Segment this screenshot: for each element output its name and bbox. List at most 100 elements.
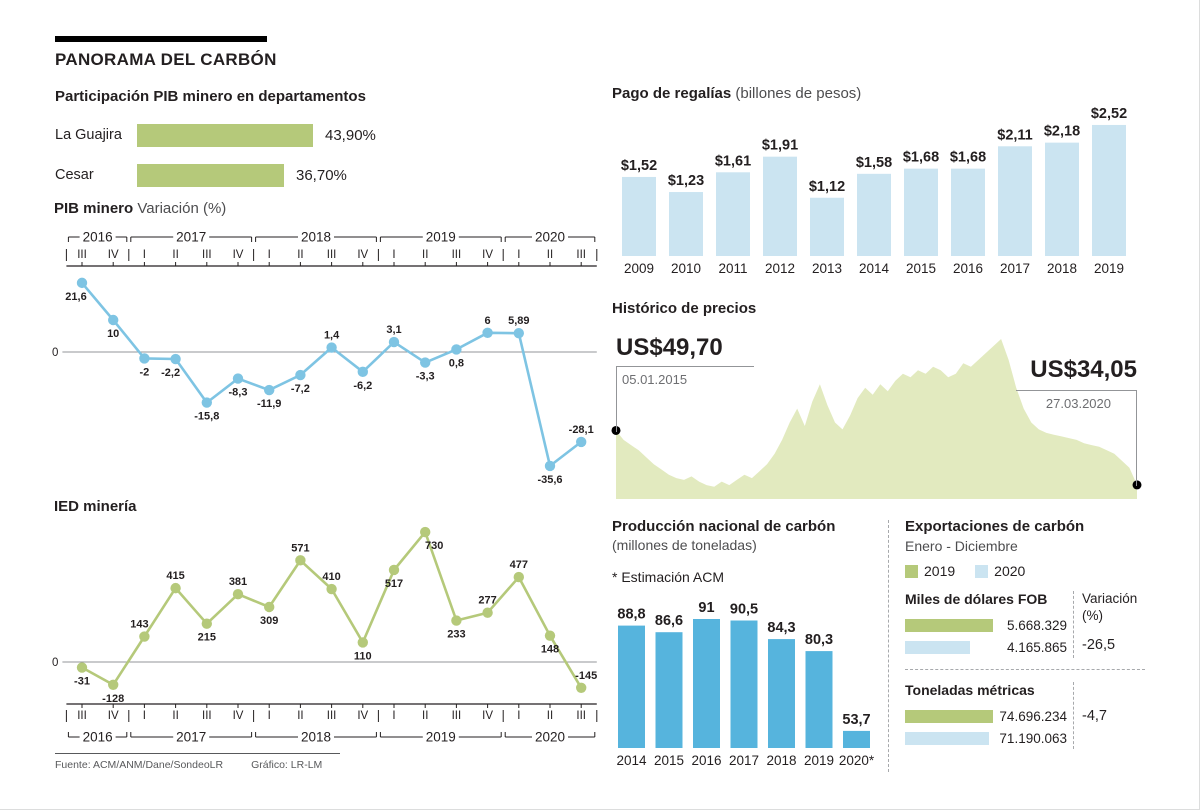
annotation-vline: [1136, 390, 1137, 486]
toneladas-row-2020: 71.190.063: [905, 727, 1067, 749]
svg-text:IV: IV: [108, 710, 119, 722]
produccion-note: * Estimación ACM: [612, 569, 725, 585]
svg-text:-2,2: -2,2: [161, 367, 180, 379]
svg-text:1,4: 1,4: [324, 330, 340, 342]
svg-text:53,7: 53,7: [842, 712, 870, 728]
svg-text:IV: IV: [482, 710, 493, 722]
precios-title: Histórico de precios: [612, 300, 757, 317]
svg-text:517: 517: [385, 578, 403, 590]
exportaciones-legend: 2019 2020: [905, 563, 1145, 579]
hbar-value-label: 36,70%: [296, 166, 347, 184]
fob-bar-2019: [905, 618, 993, 632]
svg-text:III: III: [77, 710, 87, 722]
source-credits: Fuente: ACM/ANM/Dane/SondeoLR Gráfico: L…: [55, 753, 340, 771]
annotation-hline: [616, 366, 754, 367]
svg-text:2016: 2016: [691, 753, 721, 768]
svg-text:415: 415: [166, 570, 184, 582]
svg-text:III: III: [202, 710, 212, 722]
svg-text:-15,8: -15,8: [194, 411, 219, 423]
svg-text:2020*: 2020*: [839, 753, 875, 768]
svg-text:0: 0: [52, 657, 58, 669]
produccion-bar-chart: 88,8 2014 86,6 2015 91 2016 90,5 2017 84,3 2018 80…: [616, 600, 875, 768]
svg-text:90,5: 90,5: [730, 602, 758, 618]
svg-text:III: III: [452, 710, 462, 722]
svg-text:II: II: [172, 710, 178, 722]
panel-pib-departamentos: Participación PIB minero en departamento…: [55, 88, 475, 195]
svg-text:III: III: [77, 249, 87, 261]
hbar-chart: La Guajira 43,90% Cesar 36,70%: [55, 115, 475, 195]
svg-text:-6,2: -6,2: [353, 380, 372, 392]
dashed-divider: [888, 520, 889, 772]
svg-text:II: II: [297, 710, 303, 722]
svg-text:88,8: 88,8: [617, 607, 645, 623]
fob-bar-2020: [905, 640, 970, 654]
hbar-row-cesar: Cesar 36,70%: [55, 155, 475, 195]
fob-row-2020: 4.165.865: [905, 636, 1067, 658]
toneladas-row-2019: 74.696.234: [905, 705, 1067, 727]
svg-text:2016: 2016: [83, 230, 113, 245]
hbar-category-label: La Guajira: [55, 127, 122, 143]
svg-text:2010: 2010: [671, 261, 701, 276]
svg-text:233: 233: [447, 629, 465, 641]
svg-text:$1,91: $1,91: [762, 138, 798, 154]
hbar-category-label: Cesar: [55, 167, 94, 183]
svg-text:I: I: [517, 710, 520, 722]
fob-variation-value: -26,5: [1082, 636, 1116, 653]
svg-text:$1,23: $1,23: [668, 173, 704, 189]
svg-text:2019: 2019: [426, 230, 456, 245]
annotation-hline: [1016, 390, 1137, 391]
svg-text:571: 571: [291, 542, 309, 554]
legend-label-2019: 2019: [924, 563, 956, 579]
page-title: PANORAMA DEL CARBÓN: [55, 50, 277, 69]
svg-text:-11,9: -11,9: [257, 398, 281, 410]
svg-text:I: I: [392, 249, 395, 261]
panel-produccion: Producción nacional de carbón (millones …: [612, 518, 884, 777]
hbar-la-guajira: [137, 123, 313, 147]
svg-text:2018: 2018: [766, 753, 796, 768]
source-grafico: Gráfico: LR-LM: [251, 759, 323, 771]
panel-regalias: Pago de regalías (billones de pesos) $1,…: [612, 85, 1140, 296]
price-end-value: US$34,05: [1030, 356, 1137, 383]
svg-text:III: III: [452, 249, 462, 261]
svg-text:80,3: 80,3: [805, 632, 833, 648]
hbar-cesar: [137, 163, 284, 187]
svg-text:2020: 2020: [535, 730, 565, 745]
svg-text:86,6: 86,6: [655, 613, 683, 629]
svg-text:-128: -128: [102, 693, 124, 705]
svg-text:IV: IV: [482, 249, 493, 261]
svg-text:2015: 2015: [654, 753, 684, 768]
produccion-subtitle: (millones de toneladas): [612, 537, 757, 553]
price-start-date: 05.01.2015: [622, 372, 688, 387]
svg-text:215: 215: [198, 632, 216, 644]
svg-text:I: I: [268, 710, 271, 722]
svg-text:II: II: [297, 249, 303, 261]
svg-text:III: III: [576, 249, 586, 261]
svg-text:IV: IV: [233, 249, 244, 261]
masthead: PANORAMA DEL CARBÓN: [55, 36, 277, 70]
price-end-date: 27.03.2020: [1045, 396, 1111, 411]
svg-text:2017: 2017: [1000, 261, 1030, 276]
svg-text:2013: 2013: [812, 261, 842, 276]
hbar-value-label: 43,90%: [325, 126, 376, 144]
svg-text:2014: 2014: [616, 753, 647, 768]
fob-header: Miles de dólares FOB: [905, 591, 1048, 607]
price-annotation-end: US$34,05 27.03.2020: [1016, 356, 1137, 486]
svg-text:91: 91: [698, 600, 714, 616]
svg-text:IV: IV: [357, 710, 368, 722]
svg-text:309: 309: [260, 615, 278, 627]
svg-text:410: 410: [322, 571, 340, 583]
svg-text:2017: 2017: [729, 753, 759, 768]
svg-text:II: II: [422, 249, 428, 261]
svg-text:2015: 2015: [906, 261, 936, 276]
svg-text:2019: 2019: [1094, 261, 1124, 276]
toneladas-variation-value: -4,7: [1082, 708, 1107, 724]
svg-text:6: 6: [485, 315, 491, 327]
svg-text:2016: 2016: [83, 730, 113, 745]
svg-text:477: 477: [510, 559, 528, 571]
svg-text:I: I: [268, 249, 271, 261]
svg-text:$1,68: $1,68: [950, 150, 986, 166]
source-fuente: Fuente: ACM/ANM/Dane/SondeoLR: [55, 759, 224, 771]
exportaciones-subtitle: Enero - Diciembre: [905, 538, 1018, 554]
